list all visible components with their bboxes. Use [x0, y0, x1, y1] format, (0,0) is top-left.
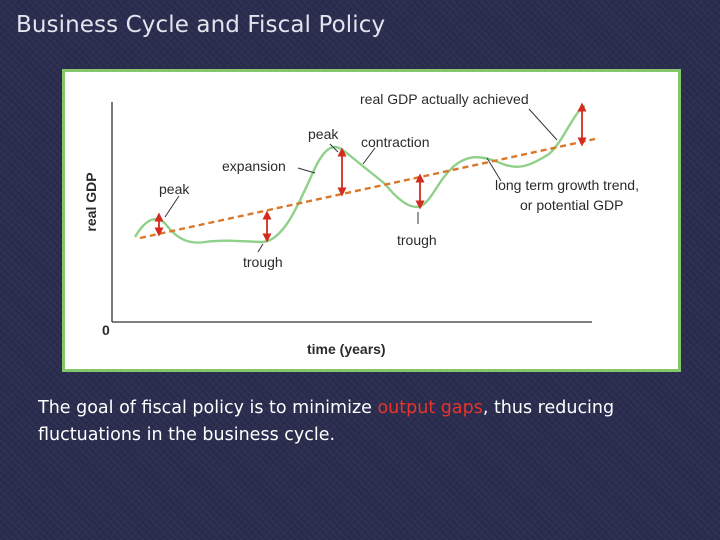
caption-text-after: , thus reducing fluctuations in the busi…	[38, 398, 615, 445]
leader-contraction	[362, 147, 376, 165]
label-peak-1: peak	[159, 181, 190, 197]
leader-peak-1	[164, 195, 180, 218]
label-trend-1: long term growth trend,	[495, 177, 639, 193]
label-actual-gdp: real GDP actually achieved	[360, 91, 529, 107]
leader-expansion	[297, 167, 316, 174]
origin-label: 0	[102, 322, 110, 338]
business-cycle-diagram: real GDP 0 time (years) real GDP actuall…	[62, 69, 681, 372]
label-peak-2: peak	[308, 126, 339, 142]
slide-title: Business Cycle and Fiscal Policy	[16, 12, 386, 38]
y-axis-label: real GDP	[83, 172, 99, 231]
caption: The goal of fiscal policy is to minimize…	[38, 395, 688, 449]
label-expansion: expansion	[222, 158, 286, 174]
label-contraction: contraction	[361, 134, 429, 150]
label-trough-1: trough	[243, 254, 283, 270]
label-trough-2: trough	[397, 232, 437, 248]
x-axis-label: time (years)	[307, 341, 386, 357]
leader-peak-2	[329, 143, 339, 153]
leader-trough-1	[257, 243, 264, 253]
business-cycle-svg: real GDP 0 time (years) real GDP actuall…	[83, 91, 639, 357]
label-trend-2: or potential GDP	[520, 197, 624, 213]
caption-highlight-output-gaps: output gaps	[377, 398, 483, 418]
leader-trend	[486, 157, 502, 182]
caption-text-before: The goal of fiscal policy is to minimize	[38, 398, 378, 418]
actual-gdp-curve	[133, 104, 586, 244]
leader-actual-gdp	[528, 108, 558, 141]
trend-line	[139, 137, 596, 240]
